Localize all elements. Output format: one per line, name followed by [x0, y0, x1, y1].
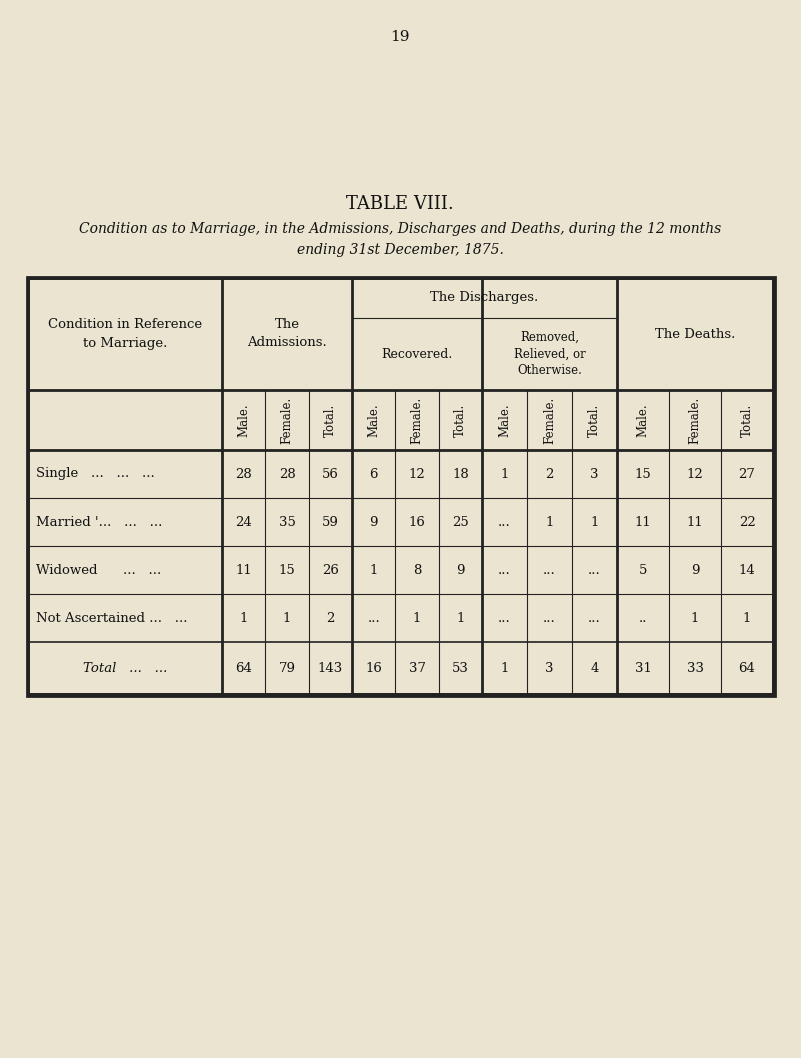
- Text: ...: ...: [368, 612, 380, 624]
- Text: 9: 9: [369, 515, 378, 529]
- Text: 59: 59: [322, 515, 339, 529]
- Text: Single   ...   ...   ...: Single ... ... ...: [36, 468, 155, 480]
- Text: Not Ascertained ...   ...: Not Ascertained ... ...: [36, 612, 187, 624]
- Text: Male.: Male.: [498, 403, 511, 437]
- Text: 16: 16: [365, 661, 382, 675]
- Text: 26: 26: [322, 564, 339, 577]
- Text: Male.: Male.: [237, 403, 250, 437]
- Text: 9: 9: [690, 564, 699, 577]
- Text: ...: ...: [588, 612, 601, 624]
- Text: 35: 35: [279, 515, 296, 529]
- Text: 143: 143: [318, 661, 343, 675]
- Text: 1: 1: [545, 515, 553, 529]
- Text: 19: 19: [390, 30, 410, 44]
- Text: 28: 28: [235, 468, 252, 480]
- Text: 16: 16: [409, 515, 425, 529]
- Text: 11: 11: [235, 564, 252, 577]
- Text: 1: 1: [413, 612, 421, 624]
- Text: 1: 1: [283, 612, 292, 624]
- Text: Removed,
Relieved, or
Otherwise.: Removed, Relieved, or Otherwise.: [513, 331, 586, 377]
- Text: Married '...   ...   ...: Married '... ... ...: [36, 515, 163, 529]
- Text: 8: 8: [413, 564, 421, 577]
- Text: Condition as to Marriage, in the Admissions, Discharges and Deaths, during the 1: Condition as to Marriage, in the Admissi…: [78, 222, 721, 257]
- Bar: [28, 278, 773, 694]
- Text: 27: 27: [739, 468, 755, 480]
- Text: 15: 15: [634, 468, 651, 480]
- Text: 79: 79: [279, 661, 296, 675]
- Text: 31: 31: [634, 661, 651, 675]
- Text: 3: 3: [590, 468, 599, 480]
- Text: 1: 1: [743, 612, 751, 624]
- Text: Recovered.: Recovered.: [381, 347, 453, 361]
- Text: 56: 56: [322, 468, 339, 480]
- Text: ...: ...: [543, 564, 556, 577]
- Text: 1: 1: [590, 515, 598, 529]
- Text: 9: 9: [456, 564, 465, 577]
- Text: Total.: Total.: [588, 403, 601, 437]
- Text: 1: 1: [456, 612, 465, 624]
- Text: 33: 33: [686, 661, 703, 675]
- Text: 37: 37: [409, 661, 425, 675]
- Text: ...: ...: [498, 515, 511, 529]
- Text: 24: 24: [235, 515, 252, 529]
- Text: Female.: Female.: [280, 397, 293, 443]
- Bar: [26, 276, 775, 695]
- Text: 4: 4: [590, 661, 598, 675]
- Text: 64: 64: [739, 661, 755, 675]
- Text: 18: 18: [452, 468, 469, 480]
- Text: Total.: Total.: [740, 403, 754, 437]
- Text: The Discharges.: The Discharges.: [430, 292, 538, 305]
- Text: The Deaths.: The Deaths.: [654, 328, 735, 341]
- Text: 1: 1: [369, 564, 378, 577]
- Text: ...: ...: [588, 564, 601, 577]
- Text: 12: 12: [686, 468, 703, 480]
- Text: 64: 64: [235, 661, 252, 675]
- Text: 22: 22: [739, 515, 755, 529]
- Text: ..: ..: [638, 612, 647, 624]
- Text: Condition in Reference
to Marriage.: Condition in Reference to Marriage.: [48, 318, 202, 349]
- Text: 6: 6: [369, 468, 378, 480]
- Text: 5: 5: [639, 564, 647, 577]
- Text: 15: 15: [279, 564, 296, 577]
- Text: Male.: Male.: [637, 403, 650, 437]
- Text: 2: 2: [545, 468, 553, 480]
- Text: 3: 3: [545, 661, 553, 675]
- Text: 2: 2: [326, 612, 335, 624]
- Text: 1: 1: [501, 468, 509, 480]
- Text: 25: 25: [452, 515, 469, 529]
- Text: TABLE VIII.: TABLE VIII.: [346, 195, 454, 213]
- Text: 28: 28: [279, 468, 296, 480]
- Text: 11: 11: [634, 515, 651, 529]
- Text: 11: 11: [686, 515, 703, 529]
- Text: 1: 1: [501, 661, 509, 675]
- Text: Total   ...   ...: Total ... ...: [83, 661, 167, 675]
- Text: ...: ...: [498, 564, 511, 577]
- Text: Female.: Female.: [689, 397, 702, 443]
- Text: 1: 1: [239, 612, 248, 624]
- Text: Total.: Total.: [324, 403, 337, 437]
- Text: ...: ...: [543, 612, 556, 624]
- Text: Female.: Female.: [543, 397, 556, 443]
- Text: 12: 12: [409, 468, 425, 480]
- Text: The
Admissions.: The Admissions.: [248, 318, 327, 349]
- Text: 14: 14: [739, 564, 755, 577]
- Text: 53: 53: [452, 661, 469, 675]
- Text: Total.: Total.: [454, 403, 467, 437]
- Text: ...: ...: [498, 612, 511, 624]
- Text: Female.: Female.: [410, 397, 424, 443]
- Text: 1: 1: [690, 612, 699, 624]
- Text: Male.: Male.: [367, 403, 380, 437]
- Text: Widowed      ...   ...: Widowed ... ...: [36, 564, 161, 577]
